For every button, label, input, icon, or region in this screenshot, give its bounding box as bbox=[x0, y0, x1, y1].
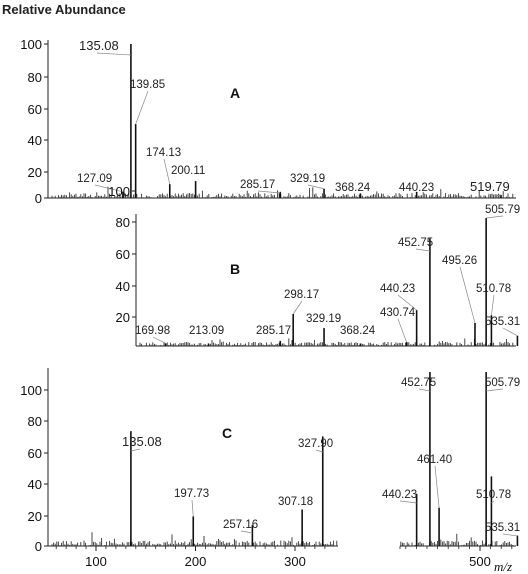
peak-label: 461.40 bbox=[417, 454, 452, 466]
panels: 0 20 40 60 80 100 135.08 139.85 127.09 174.13 200.… bbox=[20, 37, 520, 569]
peak-label: 127.09 bbox=[77, 173, 112, 185]
peak-leader bbox=[415, 248, 430, 252]
peak-label: 298.17 bbox=[284, 289, 319, 301]
y-tick-label: 40 bbox=[116, 279, 130, 294]
y-tick-label: 40 bbox=[28, 133, 42, 148]
peak-leader bbox=[397, 294, 417, 311]
x-tick-label: 500 bbox=[469, 554, 491, 569]
x-tick-label: 300 bbox=[284, 554, 306, 569]
panel-label: C bbox=[222, 425, 232, 441]
peak-leader bbox=[486, 388, 504, 392]
peak-label: 519.79 bbox=[470, 179, 510, 194]
peak-label: 510.78 bbox=[476, 489, 511, 501]
peak-leader bbox=[397, 318, 407, 343]
peak-leader bbox=[491, 500, 495, 504]
peak-label: 213.09 bbox=[189, 325, 224, 337]
peak-label: 440.23 bbox=[382, 489, 417, 501]
peak-label: 285.17 bbox=[256, 325, 291, 337]
x-tick-label: 200 bbox=[185, 554, 207, 569]
peak-label: 495.26 bbox=[442, 255, 477, 267]
peak-leader bbox=[434, 465, 440, 508]
peak-label: 329.19 bbox=[306, 313, 341, 325]
peak-label: 535.31 bbox=[485, 522, 520, 534]
peak-label: 440.23 bbox=[380, 283, 415, 295]
peak-leader bbox=[240, 530, 253, 534]
y-tick-label: 60 bbox=[28, 102, 42, 117]
peak-label: 135.08 bbox=[122, 434, 162, 449]
peak-leader bbox=[399, 500, 417, 504]
peak-label: 452.75 bbox=[401, 377, 436, 389]
peak-label: 257.16 bbox=[223, 519, 258, 531]
y-tick-label: 60 bbox=[116, 247, 130, 262]
x-tick-label: 100 bbox=[85, 554, 107, 569]
y-tick-label: 20 bbox=[28, 509, 42, 524]
panel-C: 0 20 40 60 80 100 452.75 505.79 135.08 327.90 461.… bbox=[20, 368, 520, 569]
y-tick-label: 100 bbox=[108, 184, 130, 199]
peak-leader bbox=[486, 215, 504, 219]
peak-leader bbox=[94, 184, 124, 193]
peak-label: 368.24 bbox=[335, 182, 371, 194]
peak-leader bbox=[418, 388, 430, 392]
peak-leader bbox=[502, 327, 518, 337]
y-tick-label: 40 bbox=[28, 477, 42, 492]
peak-label: 329.19 bbox=[290, 173, 325, 185]
peak-leader bbox=[191, 499, 194, 517]
panel-label: A bbox=[230, 85, 240, 101]
peak-leader bbox=[130, 448, 141, 452]
peak-leader bbox=[135, 90, 149, 125]
peak-label: 174.13 bbox=[146, 147, 181, 159]
peak-label: 452.75 bbox=[398, 237, 433, 249]
peak-label: 505.79 bbox=[485, 204, 520, 216]
peak-leader bbox=[292, 300, 303, 315]
peak-leader bbox=[152, 336, 166, 344]
peak-leader bbox=[487, 193, 502, 197]
noise-peaks bbox=[139, 338, 514, 346]
y-tick-label: 0 bbox=[35, 539, 42, 554]
panel-B: 20 40 60 80 100 505.79 452.75 495.26 440.23 510.7… bbox=[108, 184, 520, 347]
peak-label: 430.74 bbox=[380, 307, 416, 319]
peak-leader bbox=[257, 190, 281, 194]
peak-label: 135.08 bbox=[79, 38, 119, 53]
y-tick-label: 80 bbox=[28, 70, 42, 85]
peak-label: 535.31 bbox=[485, 316, 520, 328]
peak-label: 307.18 bbox=[278, 496, 313, 508]
y-tick-label: 100 bbox=[20, 37, 42, 52]
peak-label: 169.98 bbox=[135, 325, 170, 337]
y-axis-title: Relative Abundance bbox=[2, 2, 126, 17]
panel-label: B bbox=[230, 261, 240, 277]
peak-label: 510.78 bbox=[476, 283, 511, 295]
peak-leader bbox=[307, 184, 325, 190]
peak-label: 200.11 bbox=[171, 165, 205, 177]
y-tick-label: 20 bbox=[28, 165, 42, 180]
y-tick-label: 80 bbox=[116, 215, 130, 230]
peak-label: 285.17 bbox=[240, 179, 275, 191]
x-axis-title: m/z bbox=[494, 559, 512, 574]
peak-leader bbox=[502, 533, 518, 537]
y-tick-label: 0 bbox=[35, 191, 42, 206]
peak-label: 327.90 bbox=[298, 438, 333, 450]
peak-label: 440.23 bbox=[399, 182, 434, 194]
y-tick-label: 20 bbox=[116, 310, 130, 325]
panel-A: 0 20 40 60 80 100 135.08 139.85 127.09 174.13 200.… bbox=[20, 37, 516, 206]
peak-leader bbox=[163, 158, 171, 185]
peak-label: 197.73 bbox=[174, 488, 209, 500]
y-tick-label: 100 bbox=[20, 383, 42, 398]
peak-leader bbox=[315, 449, 323, 453]
peak-leader bbox=[96, 52, 131, 56]
noise-peaks bbox=[51, 532, 514, 546]
peak-label: 139.85 bbox=[130, 79, 165, 91]
peak-leader bbox=[491, 294, 495, 316]
peak-leader bbox=[459, 266, 476, 324]
peak-label: 368.24 bbox=[340, 325, 376, 337]
peak-label: 505.79 bbox=[485, 377, 520, 389]
y-tick-label: 80 bbox=[28, 414, 42, 429]
y-tick-label: 60 bbox=[28, 446, 42, 461]
